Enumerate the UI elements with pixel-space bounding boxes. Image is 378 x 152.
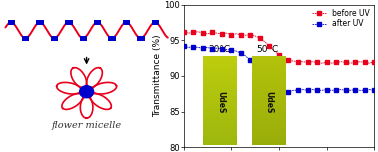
Bar	[8, 20, 15, 25]
Bar	[152, 20, 159, 25]
Bar	[123, 20, 130, 25]
Bar	[108, 36, 116, 41]
Circle shape	[80, 86, 94, 98]
Text: flower micelle: flower micelle	[51, 121, 122, 130]
Bar	[94, 20, 101, 25]
Bar	[51, 36, 58, 41]
Legend: before UV, after UV: before UV, after UV	[311, 8, 370, 29]
Bar	[36, 20, 44, 25]
Bar	[65, 20, 73, 25]
Bar	[137, 36, 145, 41]
Y-axis label: Transmittance (%): Transmittance (%)	[153, 35, 163, 117]
Text: 50°C: 50°C	[256, 45, 279, 54]
Bar	[22, 36, 29, 41]
Bar	[80, 36, 87, 41]
Text: 20°C: 20°C	[208, 45, 230, 54]
